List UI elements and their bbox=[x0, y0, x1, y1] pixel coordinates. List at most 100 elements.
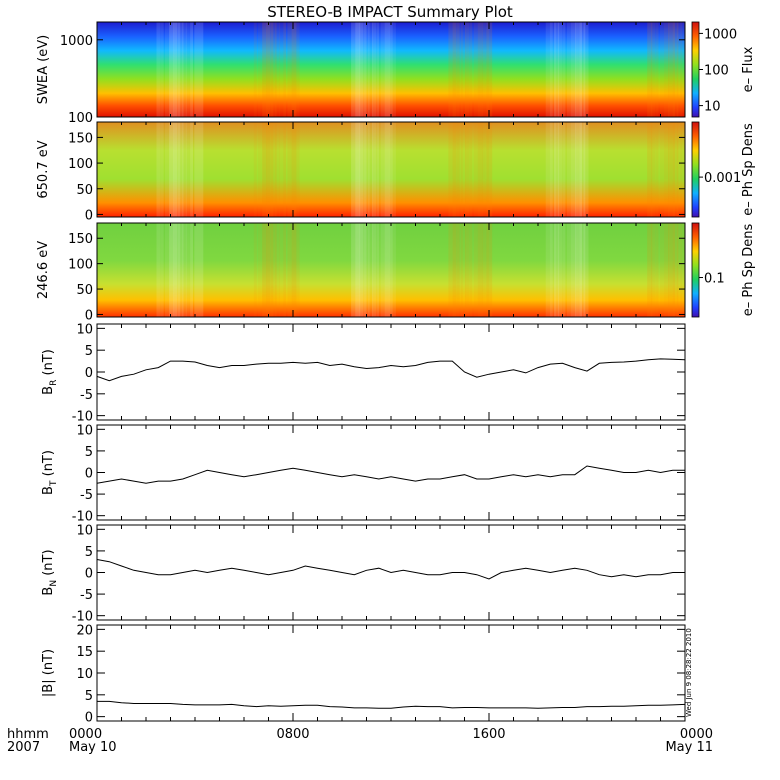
spectrogram-streak bbox=[651, 122, 656, 217]
y-axis-label: 650.7 eV bbox=[36, 140, 51, 198]
y-label-subscript: T bbox=[49, 480, 59, 487]
spectrogram-streak bbox=[253, 223, 257, 317]
y-tick-label: 15 bbox=[76, 645, 93, 660]
spectrogram-streak bbox=[164, 22, 174, 117]
spectrogram-streak bbox=[287, 122, 297, 217]
line-panel: 20 15 10 5 0 |B| (nT) bbox=[41, 623, 686, 726]
spectrogram-streak bbox=[388, 122, 396, 217]
spectrogram-streak bbox=[566, 22, 576, 117]
spectrogram-streak bbox=[583, 122, 589, 217]
colorbar-label: e– Flux bbox=[741, 46, 756, 92]
spectrogram-streak bbox=[558, 223, 563, 317]
y-label-unit: (nT) bbox=[41, 549, 56, 579]
spectrogram-streak bbox=[351, 223, 361, 317]
spectrogram-streak bbox=[554, 223, 560, 317]
y-tick-label: -10 bbox=[72, 410, 93, 425]
spectrogram-streak bbox=[655, 22, 659, 117]
spectrogram-streak bbox=[575, 223, 583, 317]
spectrogram-streak bbox=[461, 22, 466, 117]
y-tick-label: 100 bbox=[68, 111, 93, 126]
spectrogram-streak bbox=[177, 122, 184, 217]
spectrogram-streak bbox=[253, 122, 257, 217]
y-tick-label: 0 bbox=[85, 308, 93, 323]
colorbar bbox=[691, 121, 700, 218]
colorbar-tick-label: 1000 bbox=[704, 27, 737, 42]
spectrogram-streak bbox=[291, 122, 300, 217]
spectrogram-streak bbox=[659, 223, 669, 317]
spectrogram-streak bbox=[570, 122, 579, 217]
spectrogram-streak bbox=[388, 223, 396, 317]
spectrogram-streak bbox=[558, 122, 563, 217]
spectrogram-streak bbox=[545, 223, 553, 317]
spectrogram-streak bbox=[266, 223, 274, 317]
spectrogram-streak bbox=[190, 22, 194, 117]
spectrogram-streak bbox=[655, 223, 659, 317]
spectrogram-streak bbox=[579, 223, 586, 317]
spectrogram-streak bbox=[482, 122, 489, 217]
spectrogram-streak bbox=[380, 122, 390, 217]
colorbar-label: e– Ph Sp Dens bbox=[741, 224, 756, 317]
spectrogram-streak bbox=[566, 122, 576, 217]
y-tick-label: 100 bbox=[68, 258, 93, 273]
series-line bbox=[97, 700, 686, 709]
y-tick-label: 0 bbox=[85, 567, 93, 582]
spectrogram-streak bbox=[452, 223, 460, 317]
spectrogram-streak bbox=[647, 223, 653, 317]
spectrogram-streak bbox=[655, 122, 659, 217]
y-tick-label: 10 bbox=[76, 423, 93, 438]
y-axis-label: 246.6 eV bbox=[36, 241, 51, 299]
spectrogram-streak bbox=[376, 122, 380, 217]
spectrogram-streak bbox=[274, 122, 280, 217]
spectrogram-streak bbox=[376, 22, 380, 117]
spectrogram-streak bbox=[486, 223, 493, 317]
y-axis-label: BT (nT) bbox=[41, 450, 59, 495]
y-tick-label: 5 bbox=[85, 689, 93, 704]
spectrogram-streak bbox=[270, 122, 277, 217]
colorbar-tick-label: 0.1 bbox=[704, 272, 725, 287]
spectrogram-streak bbox=[562, 122, 566, 217]
y-tick-label: -10 bbox=[72, 510, 93, 525]
spectrogram-streak bbox=[359, 122, 367, 217]
spectrogram-streak bbox=[194, 22, 204, 117]
spectrogram-streak bbox=[461, 122, 466, 217]
y-tick-label: 100 bbox=[68, 157, 93, 172]
spectrogram-streak bbox=[355, 22, 364, 117]
x-tick-label-time: 0000 bbox=[69, 727, 102, 742]
spectrogram-streak bbox=[465, 22, 470, 117]
spectrogram-streak bbox=[452, 22, 460, 117]
spectrogram-streak bbox=[190, 223, 194, 317]
spectrogram-streak bbox=[355, 122, 364, 217]
y-axis-label: SWEA (eV) bbox=[36, 35, 51, 104]
spectrogram-streak bbox=[680, 22, 685, 117]
spectrogram-streak bbox=[579, 22, 586, 117]
y-label-unit: (nT) bbox=[41, 450, 56, 480]
spectrogram-streak bbox=[380, 223, 390, 317]
spectrogram-streak bbox=[181, 223, 187, 317]
spectrogram-streak bbox=[676, 122, 682, 217]
spectrogram-streak bbox=[380, 22, 390, 117]
y-tick-label: -10 bbox=[72, 610, 93, 625]
spectrogram-streak bbox=[672, 122, 679, 217]
spectrogram-streak bbox=[570, 22, 579, 117]
spectrogram-streak bbox=[456, 223, 463, 317]
spectrogram-streak bbox=[266, 22, 274, 117]
spectrogram-streak bbox=[262, 223, 271, 317]
y-tick-label: 20 bbox=[76, 623, 93, 638]
spectrogram-streak bbox=[258, 122, 267, 217]
spectrogram-streak bbox=[562, 22, 566, 117]
spectrogram-streak bbox=[190, 122, 194, 217]
series-line bbox=[96, 465, 685, 484]
line-panel: 10 5 0 -5 -10 BR (nT) bbox=[41, 322, 686, 425]
y-tick-label: 0 bbox=[85, 208, 93, 223]
y-label-symbol: B bbox=[41, 587, 56, 596]
y-label-unit: (nT) bbox=[41, 349, 56, 379]
y-label-subscript: N bbox=[49, 580, 59, 587]
chart-title: STEREO-B IMPACT Summary Plot bbox=[267, 3, 513, 21]
spectrogram-streak bbox=[448, 22, 457, 117]
y-tick-label: 150 bbox=[68, 131, 93, 146]
spectrogram-streak bbox=[680, 122, 685, 217]
y-label-subscript: R bbox=[49, 380, 59, 386]
